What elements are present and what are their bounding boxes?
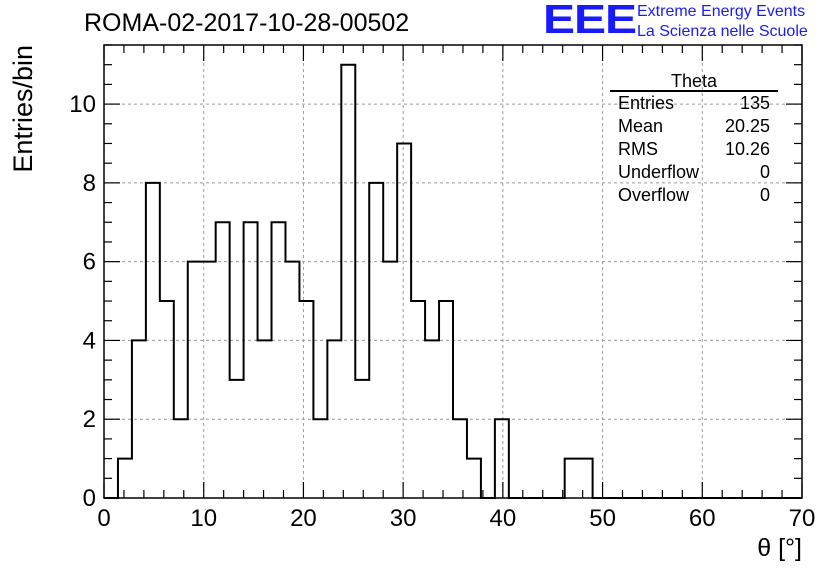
stats-value: 0 [759, 162, 770, 182]
histogram-bin [244, 222, 258, 498]
stats-row-entries: Entries 135 [610, 92, 778, 115]
stats-value: 0 [759, 185, 770, 205]
x-tick-label: 50 [589, 505, 616, 532]
histogram-bin [383, 262, 397, 498]
stats-label: Underflow [618, 162, 700, 182]
x-tick-label: 60 [689, 505, 716, 532]
histogram-bin [299, 301, 313, 498]
stats-row-mean: Mean 20.25 [610, 115, 778, 138]
y-tick-label: 0 [83, 485, 96, 512]
histogram-bin [579, 459, 593, 498]
x-tick-label: 10 [190, 505, 217, 532]
histogram-bin [397, 143, 411, 498]
x-tick-label: 40 [490, 505, 517, 532]
histogram-bin [272, 222, 286, 498]
logo-tagline-1: Extreme Energy Events [637, 3, 806, 20]
logo-tagline-2: La Scienza nelle Scuole [637, 23, 808, 40]
y-tick-label: 6 [83, 249, 96, 276]
y-tick-label: 8 [83, 170, 96, 197]
histogram-bin [467, 459, 481, 498]
histogram-bin [118, 459, 132, 498]
stats-box: Theta Entries 135 Mean 20.25 RMS 10.26 U… [610, 72, 778, 207]
y-tick-label: 2 [83, 406, 96, 433]
histogram-bin [188, 262, 202, 498]
stats-value: 10.26 [724, 139, 770, 159]
plot-frame [103, 44, 803, 499]
histogram-bin [355, 380, 369, 498]
y-axis-label: Entries/bin [8, 45, 38, 173]
stats-value: 20.25 [724, 116, 770, 136]
histogram-bin [439, 301, 453, 498]
histogram-bin [230, 380, 244, 498]
y-tick-label: 10 [69, 91, 96, 118]
stats-label: Overflow [618, 185, 690, 205]
stats-label: Mean [618, 116, 664, 136]
y-tick-label: 4 [83, 327, 96, 354]
stats-row-rms: RMS 10.26 [610, 138, 778, 161]
axes-layer: 0 10 20 30 40 50 60 70 0 2 4 6 8 10 [69, 44, 816, 532]
stats-row-underflow: Underflow 0 [610, 161, 778, 184]
stats-value: 135 [739, 93, 770, 113]
stats-title: Theta [610, 72, 778, 92]
stats-row-overflow: Overflow 0 [610, 184, 778, 207]
chart-title: ROMA-02-2017-10-28-00502 [84, 9, 410, 37]
histogram-bin [411, 301, 425, 498]
histogram-bin [565, 459, 579, 498]
histogram-bin [313, 419, 327, 498]
x-tick-label: 70 [789, 505, 816, 532]
histogram-bin [453, 419, 467, 498]
x-axis-label: θ [°] [757, 534, 802, 562]
stats-label: RMS [618, 139, 658, 159]
histogram-bin [285, 262, 299, 498]
eee-logo: EEE [543, 0, 637, 43]
histogram-bin [216, 222, 230, 498]
histogram-bin [495, 419, 509, 498]
histogram-bin [160, 301, 174, 498]
x-tick-label: 30 [390, 505, 417, 532]
histogram-bin [341, 65, 355, 498]
histogram-bin [174, 419, 188, 498]
histogram-bin [258, 340, 272, 498]
x-tick-label: 0 [97, 505, 110, 532]
x-tick-label: 20 [290, 505, 317, 532]
stats-label: Entries [618, 93, 675, 113]
